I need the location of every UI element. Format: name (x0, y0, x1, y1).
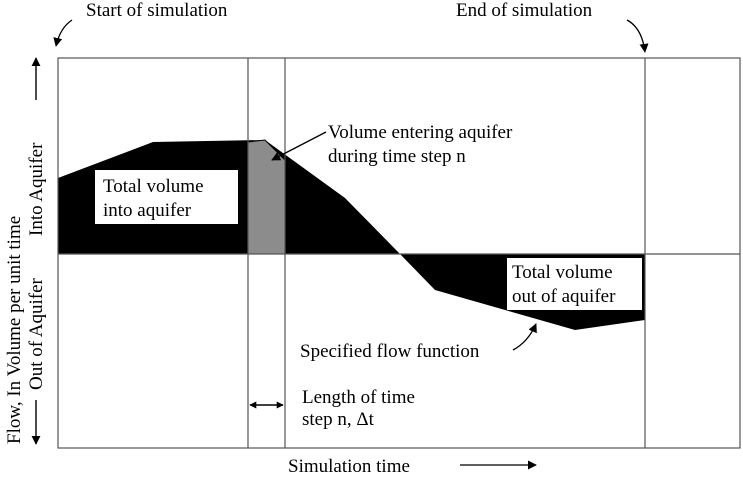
total-in-label-box (95, 170, 238, 224)
total-out-label-line1: Total volume (512, 262, 613, 283)
total-in-label-line2: into aquifer (103, 200, 192, 221)
total-out-label-line2: out of aquifer (512, 286, 616, 307)
volume-entering-label-line1: Volume entering aquifer (328, 122, 513, 143)
length-of-time-step-label-line2: step n, Δt (302, 409, 375, 430)
time-step-volume-bar (247, 139, 286, 255)
chart-frame (57, 57, 741, 449)
start-of-simulation-label: Start of simulation (86, 0, 228, 21)
y-axis-label-main: Flow, In Volume per unit time (4, 216, 25, 444)
specified-flow-function-label: Specified flow function (300, 341, 480, 362)
end-of-simulation-label: End of simulation (456, 0, 593, 21)
volume-entering-label-line2: during time step n (328, 146, 466, 167)
end-of-simulation-arrow (626, 19, 649, 53)
volume-entering-arrow (271, 131, 327, 161)
total-in-label-line1: Total volume (103, 176, 204, 197)
x-axis-label: Simulation time (288, 456, 410, 475)
start-of-simulation-arrow (53, 19, 73, 47)
y-axis-label-into: Into Aquifer (26, 142, 47, 236)
y-axis-label-out: Out of Aquifer (26, 277, 47, 390)
total-out-label-box (507, 258, 642, 310)
specified-flow-function-arrow (512, 323, 537, 351)
length-of-time-step-label-line1: Length of time (302, 387, 415, 408)
